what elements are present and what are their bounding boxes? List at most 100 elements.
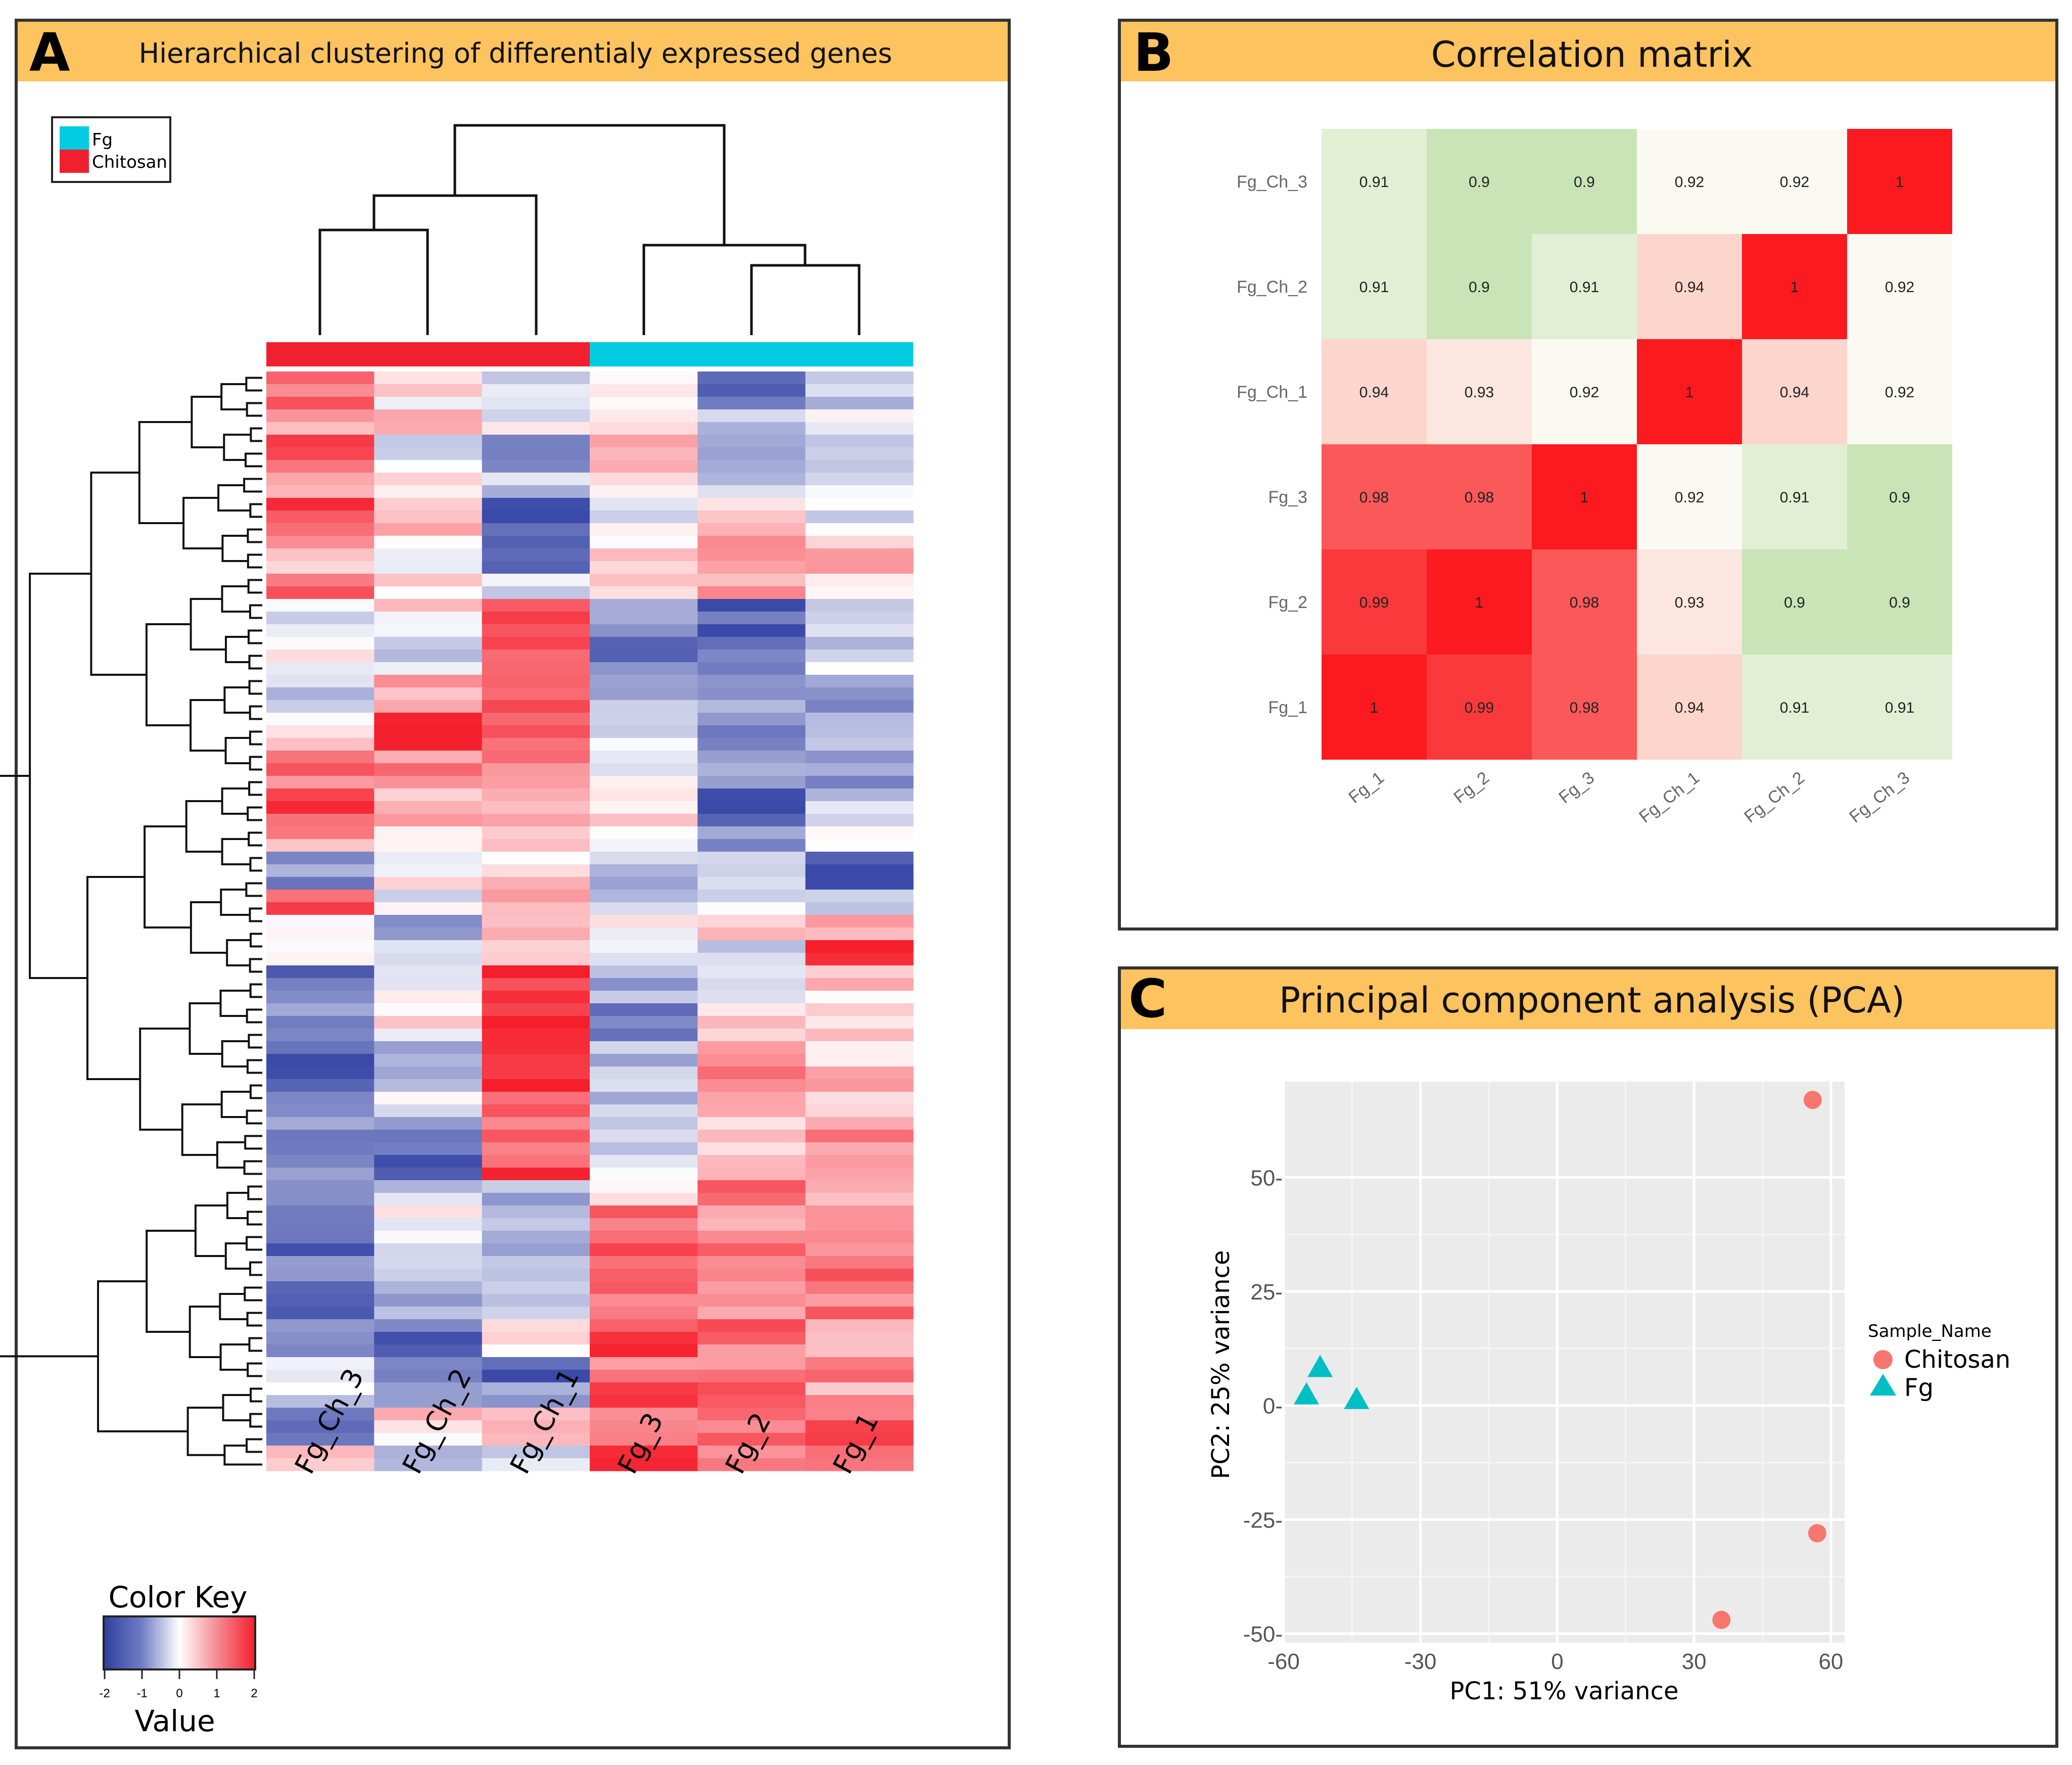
heatmap-cell: [482, 1130, 590, 1143]
heatmap-cell: [482, 1231, 590, 1244]
heatmap-cell: [590, 940, 698, 953]
heatmap-cell: [697, 1016, 806, 1029]
heatmap-cell: [482, 788, 590, 802]
panel-c-letter: C: [1128, 968, 1167, 1030]
heatmap-cell: [266, 637, 374, 650]
heatmap-cell: [266, 864, 374, 877]
correlation-cell: [1742, 339, 1847, 444]
heatmap-cell: [697, 864, 806, 877]
correlation-value: 0.94: [1675, 700, 1704, 716]
heatmap-cell: [590, 1092, 698, 1105]
heatmap-cell: [374, 510, 483, 524]
heatmap-cell: [590, 1294, 698, 1307]
heatmap-cell: [266, 1168, 374, 1181]
correlation-value: 1: [1791, 279, 1799, 296]
heatmap-cell: [805, 599, 914, 612]
pca-y-tick-label: 25-: [1250, 1280, 1283, 1305]
heatmap-cell: [374, 447, 483, 460]
heatmap-cell: [697, 1294, 806, 1307]
pca-grid: [1282, 1082, 1845, 1643]
heatmap-cell: [697, 890, 806, 903]
heatmap-cell: [266, 826, 374, 840]
heatmap-cell: [374, 991, 483, 1004]
heatmap-cell: [805, 1092, 914, 1105]
heatmap-cell: [697, 1142, 806, 1155]
heatmap-cell: [482, 1041, 590, 1054]
pca-point-fg: [1344, 1386, 1370, 1409]
heatmap-cell: [590, 1370, 698, 1383]
heatmap-cell: [805, 1420, 914, 1433]
heatmap-cell: [590, 409, 698, 423]
correlation-cell: [1637, 655, 1742, 760]
heatmap-cell: [805, 409, 914, 423]
correlation-y-label: Fg_Ch_1: [1237, 383, 1307, 402]
heatmap-cell: [266, 852, 374, 865]
heatmap-cell: [482, 1357, 590, 1370]
group-legend: Fg Chitosan: [51, 116, 171, 183]
heatmap-cell: [697, 536, 806, 549]
heatmap-cell: [482, 877, 590, 890]
heatmap-cell: [266, 1016, 374, 1029]
correlation-cell: [1532, 129, 1637, 234]
heatmap-cell: [374, 574, 483, 587]
row-dendrogram-branch: [0, 775, 98, 1358]
heatmap-cell: [697, 574, 806, 587]
heatmap-cell: [697, 637, 806, 650]
heatmap-cell: [266, 1332, 374, 1345]
heatmap-cell: [374, 1142, 483, 1155]
heatmap-cell: [266, 612, 374, 625]
heatmap-cell: [590, 852, 698, 865]
heatmap-cell: [590, 397, 698, 410]
heatmap-cell: [482, 1029, 590, 1042]
heatmap-cell: [697, 548, 806, 562]
group-color-bar: [266, 342, 913, 366]
correlation-y-label: Fg_2: [1268, 593, 1308, 612]
heatmap-cell: [805, 763, 914, 776]
heatmap-cell: [697, 1180, 806, 1193]
heatmap-cell: [266, 1054, 374, 1067]
heatmap-cell: [482, 523, 590, 536]
correlation-cell: [1427, 129, 1532, 234]
heatmap-cell: [590, 1319, 698, 1332]
heatmap-cell: [374, 473, 483, 486]
heatmap-cell: [482, 1433, 590, 1446]
heatmap-cell: [805, 384, 914, 397]
correlation-value: 1: [1475, 594, 1484, 611]
heatmap-cell: [697, 965, 806, 979]
correlation-cell: [1322, 234, 1427, 339]
heatmap-cell: [590, 637, 698, 650]
heatmap-cell: [590, 1193, 698, 1206]
heatmap-cell: [266, 788, 374, 802]
heatmap-cell: [697, 1092, 806, 1105]
heatmap-cell: [374, 814, 483, 827]
heatmap-cell: [805, 1079, 914, 1092]
correlation-value: 0.91: [1885, 700, 1914, 716]
color-key: Color Key -2 -1 0 1 2 Value: [99, 1580, 257, 1738]
heatmap-cell: [697, 826, 806, 840]
heatmap-cell: [805, 776, 914, 789]
heatmap-cell: [374, 788, 483, 802]
pca-y-tick-label: 0-: [1263, 1394, 1283, 1419]
heatmap-cell: [374, 826, 483, 840]
heatmap-cell: [590, 953, 698, 966]
heatmap-cell: [697, 1205, 806, 1219]
heatmap-cell: [374, 371, 483, 385]
heatmap-cell: [805, 1168, 914, 1181]
heatmap-cell: [266, 1092, 374, 1105]
heatmap-cell: [266, 763, 374, 776]
heatmap-cell: [697, 978, 806, 991]
heatmap-cell: [805, 864, 914, 877]
heatmap-cell: [266, 1319, 374, 1332]
heatmap-cell: [697, 1319, 806, 1332]
heatmap-cell: [805, 422, 914, 435]
heatmap-cell: [374, 1104, 483, 1118]
heatmap-cell: [374, 599, 483, 612]
heatmap-cell: [697, 687, 806, 701]
heatmap-cell: [590, 1458, 698, 1471]
heatmap-cell: [590, 498, 698, 511]
heatmap-cell: [374, 624, 483, 637]
heatmap-cell: [697, 384, 806, 397]
heatmap-cell: [590, 814, 698, 827]
heatmap-cell: [482, 536, 590, 549]
heatmap-cell: [590, 826, 698, 840]
